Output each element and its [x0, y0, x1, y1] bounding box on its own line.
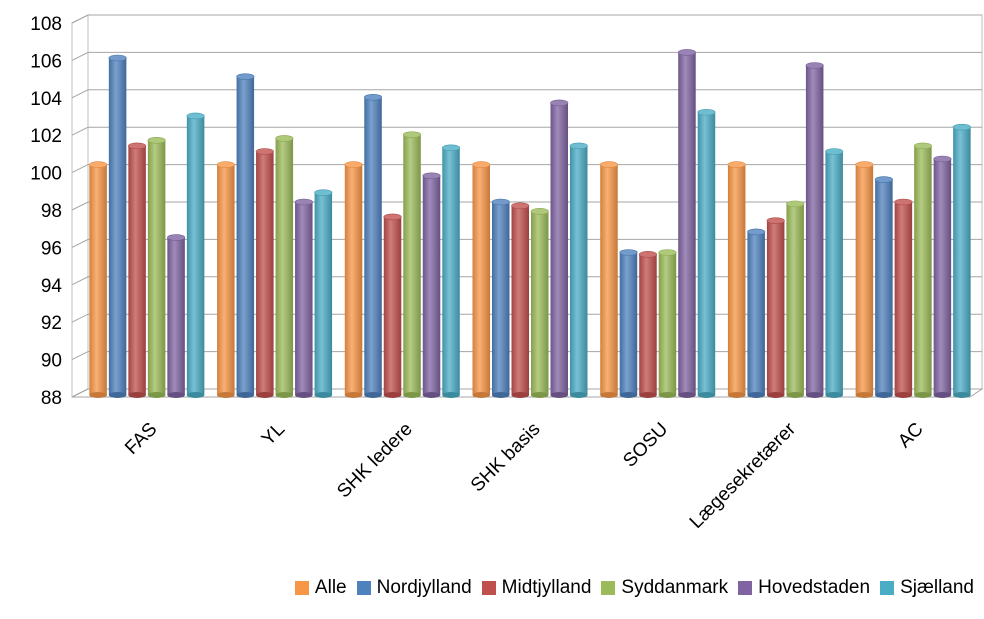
- bars: [89, 49, 971, 398]
- y-tick-label: 90: [41, 351, 62, 372]
- bar: [952, 123, 971, 398]
- bar: [314, 189, 333, 398]
- gridline: [71, 14, 982, 24]
- y-tick-label: 98: [41, 201, 62, 222]
- x-tick-label: FAS: [121, 419, 161, 459]
- x-tick-label: Lægesekretærer: [686, 418, 801, 533]
- bar: [186, 112, 205, 398]
- legend-item: Syddanmark: [601, 577, 728, 599]
- bar: [894, 198, 913, 398]
- bar: [472, 161, 491, 398]
- bar: [89, 161, 108, 398]
- bar: [874, 176, 893, 398]
- x-tick-label: SHK basis: [467, 419, 545, 497]
- bar: [167, 234, 186, 398]
- legend-label: Nordjylland: [376, 577, 472, 598]
- y-tick-label: 88: [41, 388, 62, 409]
- legend-swatch: [356, 581, 371, 595]
- bar: [766, 217, 785, 398]
- y-tick-label: 96: [41, 238, 62, 259]
- bar: [491, 198, 510, 398]
- y-tick-label: 106: [30, 51, 62, 72]
- bar: [933, 155, 952, 398]
- y-tick-label: 94: [41, 276, 63, 297]
- legend-label: Midtjylland: [501, 577, 592, 598]
- bar: [805, 62, 824, 398]
- legend: Alle Nordjylland Midtjylland Syddanmark Hove…: [0, 568, 984, 608]
- y-tick-label: 100: [30, 164, 62, 185]
- legend-label: Syddanmark: [621, 577, 729, 598]
- x-tick-label: SOSU: [619, 419, 672, 472]
- bar: [344, 161, 363, 398]
- legend-item: Sjælland: [880, 577, 974, 599]
- bar: [727, 161, 746, 398]
- legend-item: Alle: [294, 577, 347, 599]
- bar: [383, 213, 402, 398]
- bar: [275, 135, 294, 398]
- bar: [786, 200, 805, 398]
- bar: [658, 249, 677, 398]
- legend-swatch: [601, 581, 616, 595]
- bar: [677, 49, 697, 398]
- legend-swatch: [738, 581, 753, 595]
- x-tick-label: YL: [258, 419, 289, 450]
- bar: [825, 148, 844, 398]
- bar: [550, 99, 569, 398]
- x-axis-ticks: FAS YL SHK ledere SHK basis SOSU Lægesekretær…: [121, 418, 928, 533]
- legend-swatch: [481, 581, 496, 595]
- x-tick-label: AC: [894, 419, 928, 453]
- bar: [422, 172, 441, 398]
- bar: [402, 131, 422, 398]
- legend-swatch: [294, 581, 309, 595]
- bar: [255, 148, 274, 398]
- y-axis-ticks: 88 90 92 94 96 98 100 102 104 106 108: [30, 14, 62, 409]
- y-tick-label: 104: [30, 89, 62, 110]
- legend-swatch: [880, 581, 895, 595]
- legend-item: Nordjylland: [356, 577, 472, 599]
- bar: [216, 161, 235, 398]
- bar: [569, 142, 588, 398]
- y-tick-label: 102: [30, 126, 62, 147]
- bar: [147, 136, 166, 398]
- bar: [913, 142, 932, 398]
- bar: [530, 208, 549, 398]
- bar: [128, 142, 147, 398]
- legend-label: Sjælland: [900, 577, 974, 598]
- bar: [697, 108, 716, 398]
- bar: [855, 161, 874, 398]
- bar: [619, 249, 638, 398]
- bar: [441, 144, 461, 398]
- legend-item: Hovedstaden: [738, 577, 870, 599]
- bar: [638, 251, 658, 398]
- bar: [511, 202, 530, 398]
- bar: [747, 228, 766, 398]
- legend-item: Midtjylland: [481, 577, 592, 599]
- bar: [236, 73, 255, 398]
- x-tick-label: SHK ledere: [333, 419, 417, 503]
- legend-label: Hovedstaden: [758, 577, 871, 598]
- bar-chart: 88 90 92 94 96 98 100 102 104 106 108 FAS YL SHK led…: [30, 14, 984, 533]
- bar: [108, 54, 127, 398]
- bar: [599, 161, 619, 398]
- y-tick-label: 92: [41, 313, 62, 334]
- y-tick-label: 108: [30, 14, 62, 35]
- bar: [363, 93, 383, 398]
- legend-label: Alle: [314, 577, 347, 598]
- bar: [294, 198, 313, 398]
